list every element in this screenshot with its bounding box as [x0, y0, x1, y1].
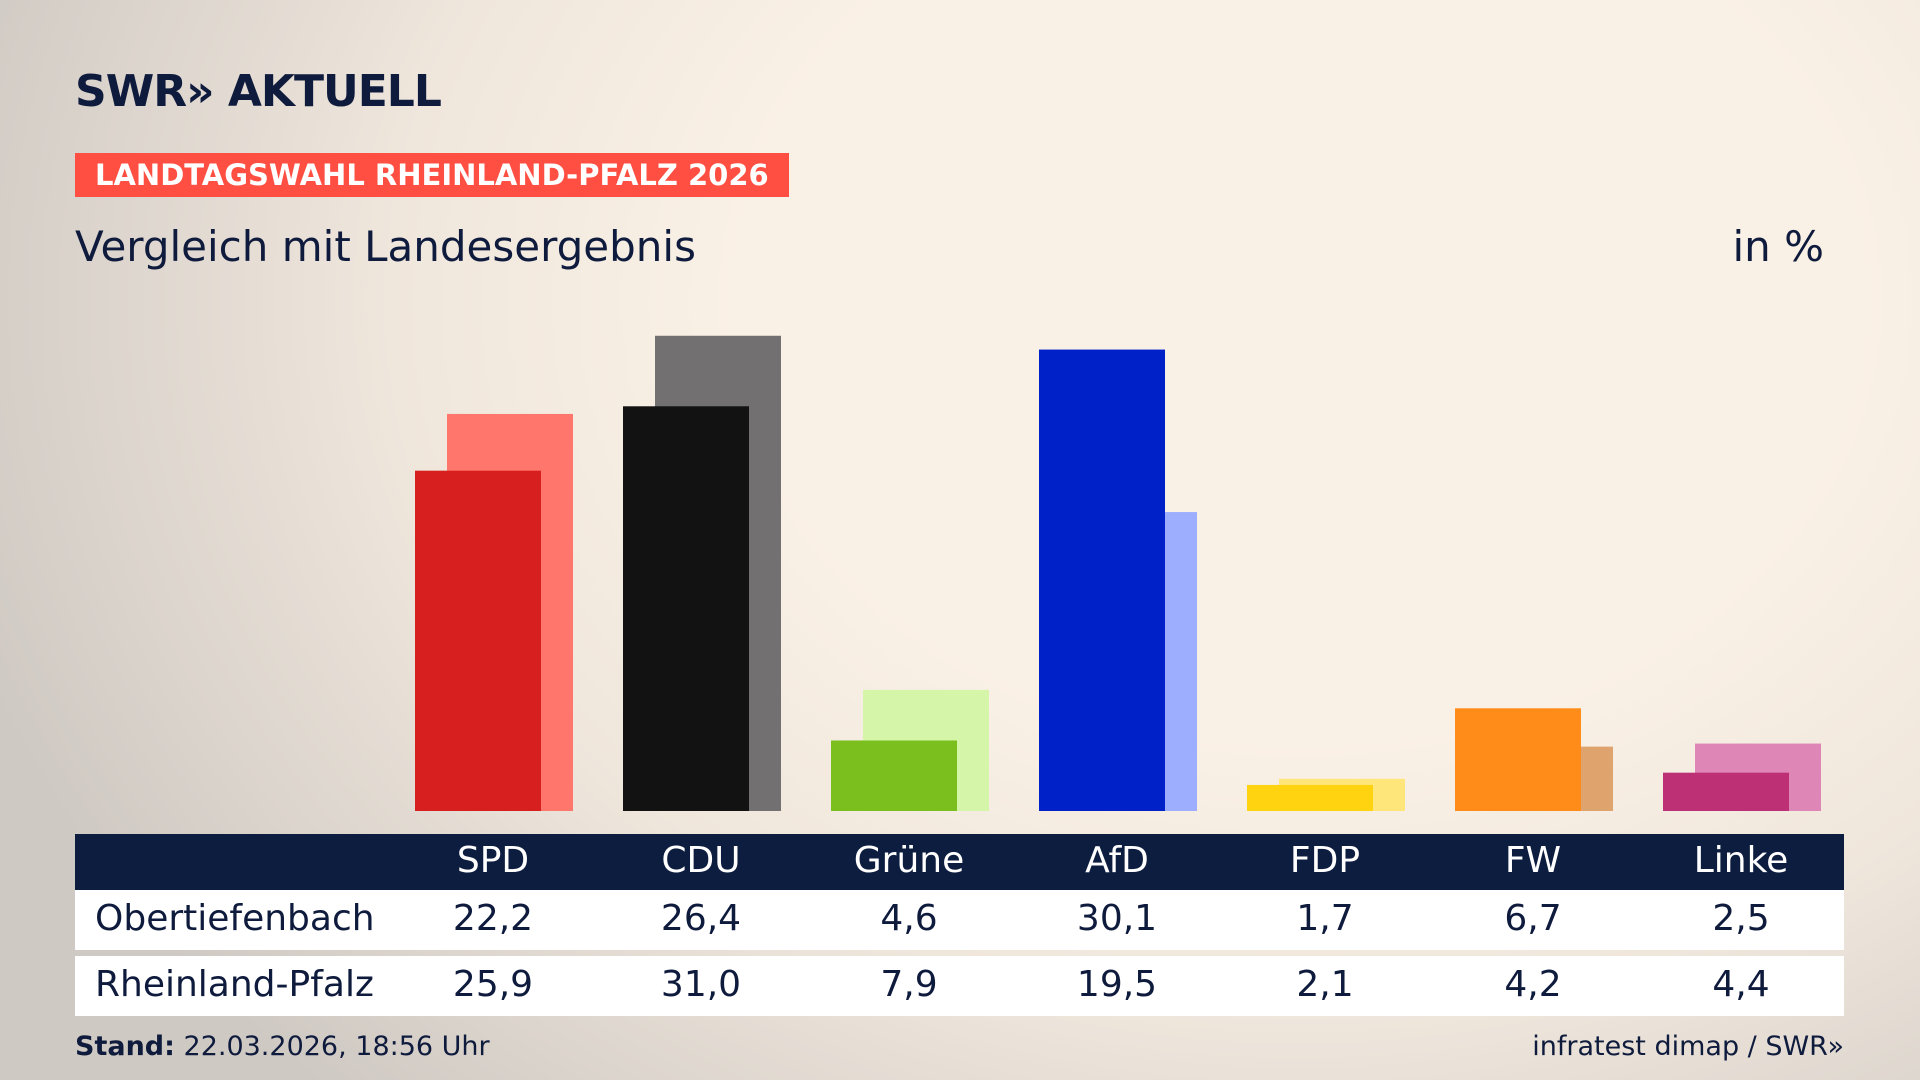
subtitle: Vergleich mit Landesergebnis [75, 222, 696, 271]
bar [415, 470, 541, 811]
category-label: Grüne [853, 840, 965, 881]
logo: SWR» AKTUELL [75, 66, 442, 117]
bar-chart [415, 335, 1821, 811]
category-label: FW [1504, 840, 1562, 881]
value-label: 4,6 [880, 898, 938, 939]
series-label: Obertiefenbach [95, 898, 375, 939]
footer-source: infratest dimap / SWR» [1532, 1031, 1844, 1062]
category-label: CDU [661, 840, 741, 881]
value-label: 6,7 [1504, 898, 1562, 939]
unit-label: in % [1732, 222, 1824, 271]
category-label: FDP [1289, 840, 1361, 881]
table-row: Obertiefenbach 22,2 26,4 4,6 30,1 1,7 6,7 2,5 [75, 890, 1844, 950]
value-label: 4,2 [1504, 964, 1562, 1005]
table-row: Rheinland-Pfalz 25,9 31,0 7,9 19,5 2,1 4,2 4,4 [75, 956, 1844, 1016]
category-label: Linke [1693, 840, 1789, 881]
bar [1663, 772, 1789, 811]
value-label: 31,0 [660, 964, 742, 1005]
value-label: 25,9 [452, 964, 534, 1005]
bar [831, 740, 957, 811]
value-label: 2,1 [1296, 964, 1354, 1005]
category-label: SPD [456, 840, 530, 881]
category-label: AfD [1085, 840, 1149, 881]
value-label: 4,4 [1712, 964, 1770, 1005]
value-label: 22,2 [452, 898, 534, 939]
table-header: SPD CDU Grüne AfD FDP FW Linke [75, 834, 1844, 890]
value-label: 1,7 [1296, 898, 1354, 939]
value-label: 30,1 [1076, 898, 1158, 939]
stand-date: 22.03.2026, 18:56 Uhr [183, 1031, 490, 1062]
bar [1455, 708, 1581, 811]
value-label: 19,5 [1076, 964, 1158, 1005]
title-banner: LANDTAGSWAHL RHEINLAND-PFALZ 2026 [75, 153, 789, 197]
bar [1039, 349, 1165, 811]
bar [623, 406, 749, 811]
stand-label: Stand: [75, 1031, 175, 1062]
footer-stand: Stand: 22.03.2026, 18:56 Uhr [75, 1031, 490, 1062]
value-label: 2,5 [1712, 898, 1770, 939]
series-label: Rheinland-Pfalz [95, 964, 374, 1005]
value-label: 7,9 [880, 964, 938, 1005]
value-label: 26,4 [660, 898, 742, 939]
bar [1247, 784, 1373, 811]
